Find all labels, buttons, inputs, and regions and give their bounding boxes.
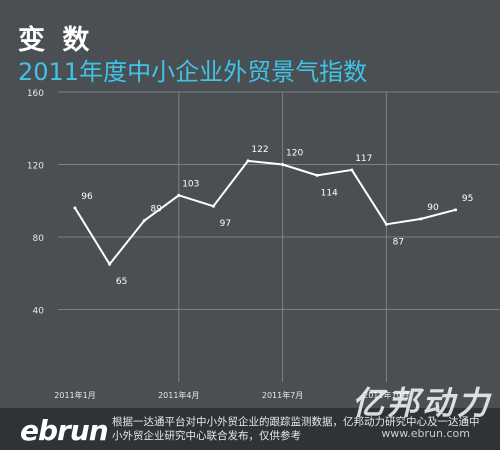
grid-layer [58, 91, 500, 382]
x-tick-label: 2011年7月 [262, 390, 303, 400]
y-tick-label: 120 [27, 162, 44, 172]
data-point [142, 219, 146, 223]
data-point [350, 168, 354, 172]
data-point [211, 204, 215, 208]
data-point [73, 206, 77, 210]
axis-layer: 40 80 120 160 2011年1月 2011年4月 2011年7月 2011年10月 [27, 89, 410, 400]
data-label: 114 [321, 188, 338, 198]
ebrun-logo: ebrun [20, 414, 109, 447]
data-label: 120 [286, 149, 303, 159]
watermark-brand: 亿邦动力 [351, 384, 492, 422]
data-label: 65 [116, 277, 127, 287]
y-tick-label: 160 [27, 89, 44, 99]
data-point [108, 262, 112, 266]
data-label: 90 [427, 203, 439, 213]
x-tick-label: 2011年1月 [54, 390, 95, 400]
data-point [384, 222, 388, 226]
data-label: 87 [393, 237, 404, 247]
data-label: 103 [182, 179, 199, 189]
page-title: 变 数 [18, 25, 94, 56]
series-layer [73, 159, 458, 266]
data-point [177, 193, 181, 197]
data-point [246, 159, 250, 163]
x-tick-label: 2011年10月 [363, 390, 410, 400]
data-point [419, 217, 423, 221]
y-tick-label: 40 [33, 307, 45, 317]
footer: ebrun 根据一达通平台对中小外贸企业的跟踪监测数据，亿邦动力研究中心及一达通… [0, 408, 500, 450]
data-label: 89 [150, 205, 162, 215]
data-label: 96 [81, 192, 93, 202]
y-tick-label: 80 [33, 234, 45, 244]
data-label: 117 [355, 154, 372, 164]
data-label: 95 [462, 194, 473, 204]
x-tick-label: 2011年4月 [158, 390, 199, 400]
series-line [74, 159, 456, 266]
watermark-url: www.ebrun.com [381, 427, 470, 440]
chart-subtitle: 2011年度中小企业外贸景气指数 [18, 58, 368, 86]
footer-note: 根据一达通平台对中小外贸企业的跟踪监测数据，亿邦动力研究中心及一达通中小外贸企业… [112, 416, 480, 442]
data-label-layer: 96 65 89 103 97 122 120 114 117 87 90 95 [81, 145, 473, 287]
data-label: 122 [251, 145, 268, 155]
data-point [454, 208, 458, 212]
data-point [315, 173, 319, 177]
data-point [281, 163, 285, 166]
data-label: 97 [220, 219, 231, 229]
